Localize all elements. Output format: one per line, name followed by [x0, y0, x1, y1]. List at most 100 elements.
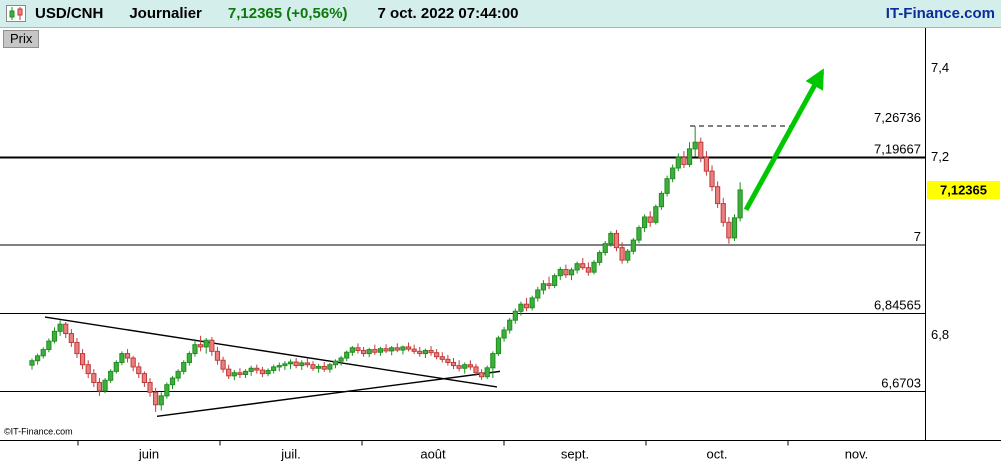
candle-body — [46, 340, 52, 351]
candle-body — [79, 353, 86, 366]
price-level-label: 7,19667 — [874, 141, 921, 156]
price-level-label: 7 — [914, 229, 921, 244]
candle-body — [625, 250, 631, 261]
candle-body — [164, 384, 170, 397]
candle-body — [383, 348, 389, 352]
candle-body — [271, 366, 277, 371]
candle-body — [338, 357, 344, 362]
brand-label: IT-Finance.com — [885, 5, 995, 22]
price-panel-tab[interactable]: Prix — [3, 30, 40, 48]
candle-body — [85, 364, 91, 375]
candle-body — [304, 362, 310, 366]
candle-body — [675, 156, 681, 169]
month-label: août — [420, 447, 446, 462]
price-chart[interactable]: 7,26736 7,19667 7 6,84565 6,6703 7,4 7,2 6,8 jui… — [0, 28, 1001, 469]
candle-body — [439, 356, 445, 360]
candle-body — [490, 353, 496, 369]
candle-body — [220, 359, 226, 370]
candle-body — [186, 353, 192, 363]
candle-body — [512, 310, 518, 321]
candle-body — [276, 365, 282, 368]
candle-body — [445, 358, 451, 363]
candle-body — [546, 283, 552, 286]
candle-body — [119, 353, 125, 363]
candle-body — [377, 348, 384, 353]
candle-body — [709, 170, 715, 188]
candle-body — [57, 323, 63, 332]
candle-body — [664, 178, 670, 194]
candle-body — [507, 319, 513, 331]
candle-body — [686, 148, 693, 165]
candle-body — [720, 203, 726, 223]
header-bar: USD/CNH Journalier 7,12365 (+0,56%) 7 oc… — [0, 0, 1001, 28]
candle-body — [568, 269, 575, 276]
month-label: juin — [138, 447, 159, 462]
candle-body — [192, 344, 198, 355]
candle-body — [242, 370, 249, 375]
candle-body — [411, 348, 417, 352]
candle-body — [332, 360, 339, 366]
candle-body — [540, 283, 547, 291]
candle-body — [40, 349, 46, 357]
candle-body — [124, 353, 131, 359]
candle-body — [619, 247, 625, 261]
candle-body — [141, 373, 148, 384]
month-label: sept. — [561, 447, 589, 462]
candle-body — [557, 268, 563, 277]
candle-body — [147, 382, 153, 393]
candle-body — [254, 367, 260, 371]
candle-body — [299, 362, 305, 367]
candle-body — [316, 365, 322, 369]
candle-body — [282, 363, 288, 367]
candle-body — [417, 350, 423, 355]
price-level-label: 7,26736 — [874, 110, 921, 125]
candle-body — [731, 217, 738, 239]
month-label: nov. — [845, 447, 869, 462]
candle-body — [265, 369, 271, 375]
candle-body — [158, 395, 164, 406]
month-label: oct. — [707, 447, 728, 462]
candle-body — [715, 186, 721, 205]
candle-body — [434, 352, 440, 358]
y-axis-scale-label: 6,8 — [931, 327, 949, 342]
candle-body — [681, 156, 687, 165]
candle-body — [63, 323, 69, 335]
projection-arrow[interactable] — [743, 68, 825, 212]
candle-body — [529, 297, 535, 309]
symbol-label: USD/CNH — [35, 5, 104, 22]
candle-body — [580, 263, 586, 269]
trendline[interactable] — [44, 316, 498, 388]
candle-body — [467, 364, 473, 368]
candle-body — [591, 261, 597, 273]
candle-body — [535, 289, 541, 299]
candle-body — [74, 341, 80, 355]
candle-body — [422, 349, 428, 355]
candle-body — [153, 391, 159, 406]
candle-body — [602, 243, 608, 254]
candle-body — [209, 339, 215, 352]
candle-body — [51, 330, 58, 342]
candle-body — [450, 361, 457, 367]
candle-body — [293, 361, 299, 367]
price-level-label: 6,84565 — [874, 298, 921, 313]
candle-body — [428, 349, 434, 354]
candle-body — [563, 268, 569, 276]
candle-body — [169, 377, 176, 386]
candle-body — [248, 367, 254, 372]
candle-body — [523, 303, 530, 309]
candle-body — [108, 370, 114, 381]
candle-body — [692, 141, 698, 150]
y-axis-scale-label: 7,2 — [931, 149, 949, 164]
candlestick-logo-icon — [6, 5, 26, 22]
candle-body — [394, 347, 400, 351]
candle-body — [237, 372, 243, 375]
candle-body — [552, 275, 558, 286]
trendline[interactable] — [156, 370, 501, 418]
candle-body — [608, 232, 614, 245]
datetime-label: 7 oct. 2022 07:44:00 — [377, 5, 519, 22]
candle-body — [726, 221, 732, 239]
candle-body — [214, 350, 221, 361]
candle-body — [484, 367, 490, 378]
timeframe-label: Journalier — [129, 5, 202, 22]
